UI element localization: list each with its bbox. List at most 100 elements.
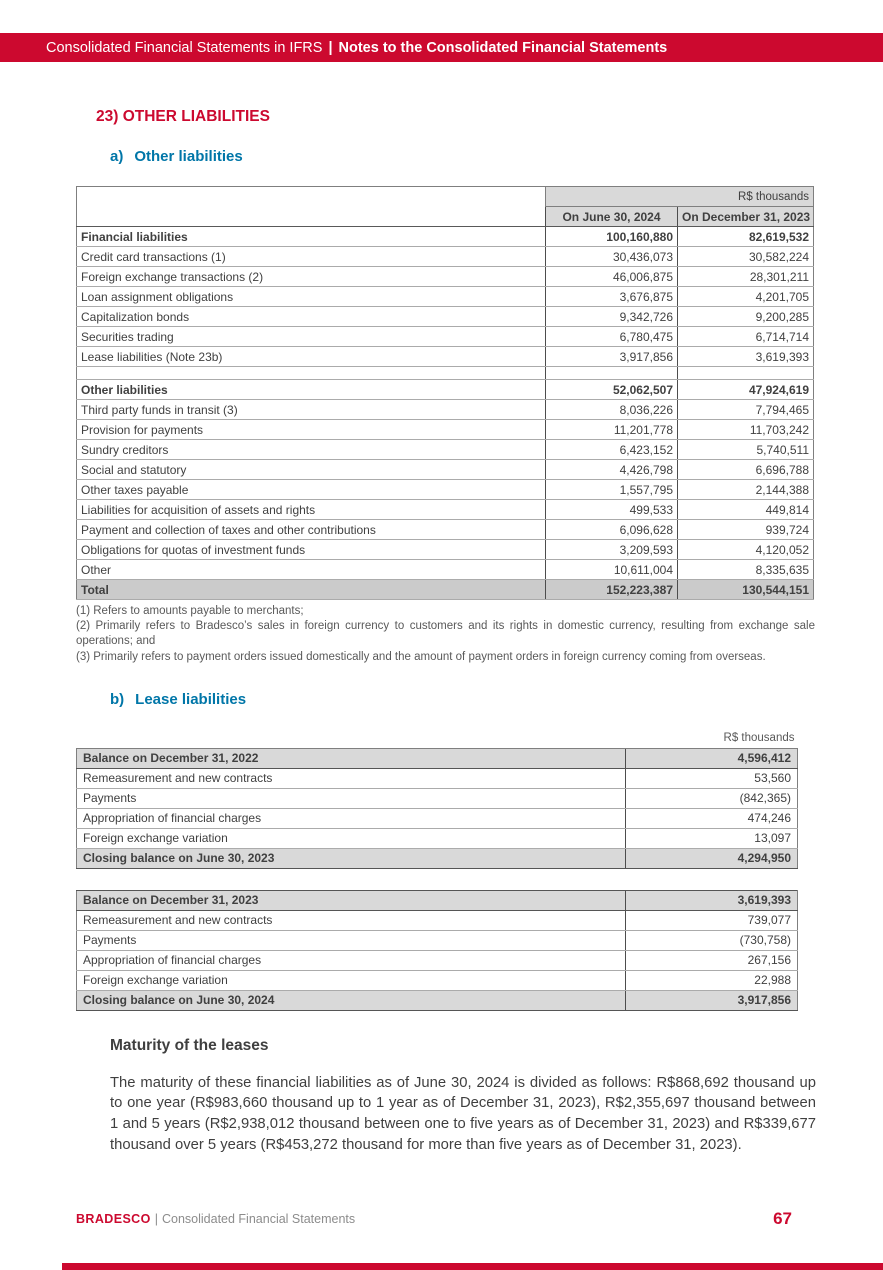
footer-document-label: Consolidated Financial Statements bbox=[161, 1212, 356, 1226]
col-header-jun-2024: On June 30, 2024 bbox=[545, 206, 678, 227]
row-value: 6,096,628 bbox=[545, 519, 678, 540]
row-value: (730,758) bbox=[625, 930, 798, 951]
row-value: 739,077 bbox=[625, 910, 798, 931]
table-row: Remeasurement and new contracts 739,077 bbox=[76, 910, 798, 931]
row-label: Balance on December 31, 2023 bbox=[76, 889, 626, 911]
table-row: Liabilities for acquisition of assets an… bbox=[76, 499, 814, 520]
column-header-row: On June 30, 2024 On December 31, 2023 bbox=[76, 206, 814, 227]
header-title-left: Consolidated Financial Statements in IFR… bbox=[46, 39, 323, 56]
table-row: Securities trading 6,780,475 6,714,714 bbox=[76, 326, 814, 347]
next-page-header-strip bbox=[62, 1263, 883, 1270]
unit-label: R$ thousands bbox=[545, 186, 814, 207]
brand-name: BRADESCO bbox=[76, 1212, 151, 1226]
table-row: Financial liabilities 100,160,880 82,619… bbox=[76, 226, 814, 247]
row-label: Third party funds in transit (3) bbox=[76, 399, 546, 420]
row-value: 499,533 bbox=[545, 499, 678, 520]
row-value: 449,814 bbox=[677, 499, 814, 520]
table-row: Social and statutory 4,426,798 6,696,788 bbox=[76, 459, 814, 480]
row-value: 82,619,532 bbox=[677, 226, 814, 247]
blank-cell bbox=[677, 366, 814, 380]
col-header-dec-2023: On December 31, 2023 bbox=[677, 206, 814, 227]
row-label: Foreign exchange variation bbox=[76, 970, 626, 991]
page-content: 23) OTHER LIABILITIES a) Other liabilitie… bbox=[76, 108, 816, 1155]
subsection-b-prefix: b) bbox=[110, 690, 125, 708]
row-value: 30,582,224 bbox=[677, 246, 814, 267]
section-title: 23) OTHER LIABILITIES bbox=[96, 108, 270, 125]
blank-cell bbox=[77, 187, 546, 207]
row-label: Social and statutory bbox=[76, 459, 546, 480]
row-value: 6,696,788 bbox=[677, 459, 814, 480]
row-value: 3,917,856 bbox=[625, 989, 798, 1011]
footnote-1: (1) Refers to amounts payable to merchan… bbox=[76, 605, 304, 617]
spacer-row bbox=[76, 366, 814, 380]
row-value: 9,200,285 bbox=[677, 306, 814, 327]
table-row: Appropriation of financial charges 474,2… bbox=[76, 808, 798, 829]
total-row: Total 152,223,387 130,544,151 bbox=[76, 579, 814, 600]
row-label: Liabilities for acquisition of assets an… bbox=[76, 499, 546, 520]
row-value: 4,201,705 bbox=[677, 286, 814, 307]
row-value: 52,062,507 bbox=[545, 379, 678, 400]
table-row: Other liabilities 52,062,507 47,924,619 bbox=[76, 379, 814, 400]
lease-liabilities-table-2024: Balance on December 31, 2023 3,619,393 R… bbox=[76, 889, 798, 1011]
unit-row: R$ thousands bbox=[77, 186, 814, 207]
table-row: Payments (730,758) bbox=[76, 930, 798, 951]
row-value: 13,097 bbox=[625, 828, 798, 849]
row-value: 11,201,778 bbox=[545, 419, 678, 440]
row-label: Securities trading bbox=[76, 326, 546, 347]
row-value: 11,703,242 bbox=[677, 419, 814, 440]
total-value: 152,223,387 bbox=[545, 579, 678, 600]
row-value: 47,924,619 bbox=[677, 379, 814, 400]
table-row: Balance on December 31, 2022 4,596,412 bbox=[76, 747, 798, 769]
row-label: Closing balance on June 30, 2023 bbox=[76, 847, 626, 869]
row-value: 474,246 bbox=[625, 808, 798, 829]
row-value: 53,560 bbox=[625, 768, 798, 789]
row-value: 1,557,795 bbox=[545, 479, 678, 500]
table-row: Closing balance on June 30, 2023 4,294,9… bbox=[76, 847, 798, 869]
row-value: 6,423,152 bbox=[545, 439, 678, 460]
table-row: Payment and collection of taxes and othe… bbox=[76, 519, 814, 540]
total-value: 130,544,151 bbox=[677, 579, 814, 600]
row-label: Balance on December 31, 2022 bbox=[76, 747, 626, 769]
table-row: Other 10,611,004 8,335,635 bbox=[76, 559, 814, 580]
table-row: Balance on December 31, 2023 3,619,393 bbox=[76, 889, 798, 911]
row-value: 46,006,875 bbox=[545, 266, 678, 287]
table-row: Closing balance on June 30, 2024 3,917,8… bbox=[76, 989, 798, 1011]
header-title-right: Notes to the Consolidated Financial Stat… bbox=[338, 39, 668, 56]
table-row: Credit card transactions (1) 30,436,073 … bbox=[76, 246, 814, 267]
table-row: Other taxes payable 1,557,795 2,144,388 bbox=[76, 479, 814, 500]
row-value: 4,426,798 bbox=[545, 459, 678, 480]
table-row: Payments (842,365) bbox=[76, 788, 798, 809]
row-label: Appropriation of financial charges bbox=[76, 950, 626, 971]
maturity-paragraph: The maturity of these financial liabilit… bbox=[110, 1074, 816, 1153]
table-row: Foreign exchange variation 22,988 bbox=[76, 970, 798, 991]
row-value: 30,436,073 bbox=[545, 246, 678, 267]
subsection-b-label: Lease liabilities bbox=[135, 690, 247, 708]
row-value: 7,794,465 bbox=[677, 399, 814, 420]
row-value: 3,676,875 bbox=[545, 286, 678, 307]
table-row: Capitalization bonds 9,342,726 9,200,285 bbox=[76, 306, 814, 327]
table-row: Appropriation of financial charges 267,1… bbox=[76, 950, 798, 971]
row-value: 5,740,511 bbox=[677, 439, 814, 460]
row-label: Other liabilities bbox=[76, 379, 546, 400]
row-value: 10,611,004 bbox=[545, 559, 678, 580]
table-row: Loan assignment obligations 3,676,875 4,… bbox=[76, 286, 814, 307]
row-value: 3,619,393 bbox=[677, 346, 814, 367]
row-label: Closing balance on June 30, 2024 bbox=[76, 989, 626, 1011]
footer-brand-line: BRADESCO | Consolidated Financial Statemen… bbox=[76, 1210, 355, 1228]
row-label: Payment and collection of taxes and othe… bbox=[76, 519, 546, 540]
row-value: 4,596,412 bbox=[625, 747, 798, 769]
unit-row: R$ thousands bbox=[76, 728, 798, 749]
other-liabilities-table: R$ thousands On June 30, 2024 On Decembe… bbox=[76, 186, 814, 600]
row-value: 100,160,880 bbox=[545, 226, 678, 247]
blank-cell bbox=[76, 206, 546, 227]
row-value: 4,120,052 bbox=[677, 539, 814, 560]
row-value: 2,144,388 bbox=[677, 479, 814, 500]
row-value: 28,301,211 bbox=[677, 266, 814, 287]
total-label: Total bbox=[76, 579, 546, 600]
row-value: 6,780,475 bbox=[545, 326, 678, 347]
row-value: 3,619,393 bbox=[625, 889, 798, 911]
unit-label: R$ thousands bbox=[76, 728, 798, 749]
table-row: Third party funds in transit (3) 8,036,2… bbox=[76, 399, 814, 420]
footer-separator: | bbox=[154, 1212, 158, 1226]
subsection-a-prefix: a) bbox=[110, 148, 124, 165]
